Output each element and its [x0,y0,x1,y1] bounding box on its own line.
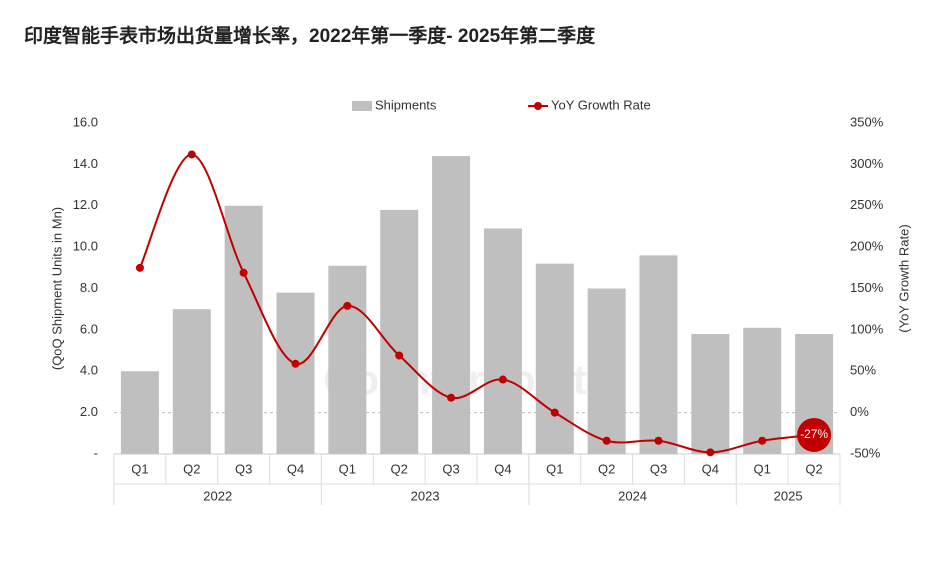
bar [172,309,211,454]
point [602,436,611,445]
y2-tick-label: 350% [850,114,884,129]
x-tick-label: Q1 [339,461,356,476]
x-tick-label: Q3 [650,461,667,476]
bar [535,263,574,454]
legend-swatch [352,101,372,111]
group-label: 2022 [203,488,232,503]
y-tick-label: 4.0 [80,363,98,378]
point [291,359,300,368]
bar [328,265,367,454]
x-tick-label: Q2 [391,461,408,476]
x-tick-label: Q3 [235,461,252,476]
y2-tick-label: 0% [850,404,869,419]
group-label: 2025 [774,488,803,503]
data-label: -27% [800,427,828,441]
x-tick-label: Q1 [546,461,563,476]
x-tick-label: Q1 [754,461,771,476]
point [654,436,663,445]
chart-title: 印度智能手表市场出货量增长率，2022年第一季度- 2025年第二季度 [24,24,596,47]
bar [691,334,730,454]
bar [224,205,263,454]
x-tick-label: Q4 [287,461,304,476]
point [135,263,144,272]
x-tick-label: Q2 [805,461,822,476]
legend-swatch [534,102,542,110]
x-tick-label: Q2 [598,461,615,476]
y-tick-label: 2.0 [80,404,98,419]
bar [483,228,522,454]
point [239,268,248,277]
y2-tick-label: 150% [850,280,884,295]
y-tick-label: 8.0 [80,280,98,295]
bar [276,292,315,454]
point [187,150,196,159]
y2-axis-title: (YoY Growth Rate) [896,224,911,332]
bar [587,288,626,454]
bar [380,209,419,454]
point [706,448,715,457]
y2-tick-label: 200% [850,239,884,254]
y2-tick-label: 300% [850,156,884,171]
legend-label: Shipments [375,97,437,112]
y2-tick-label: -50% [850,445,881,460]
bar [432,156,471,454]
y2-tick-label: 50% [850,363,876,378]
point [343,301,352,310]
point [550,408,559,417]
y2-tick-label: 100% [850,321,884,336]
y2-tick-label: 250% [850,197,884,212]
legend-label: YoY Growth Rate [551,97,651,112]
group-label: 2024 [618,488,647,503]
point [395,351,404,360]
point [758,436,767,445]
y-axis-title: (QoQ Shipment Units in Mn) [49,207,64,370]
y-tick-label: 10.0 [73,239,98,254]
x-tick-label: Q2 [183,461,200,476]
y-tick-label: 6.0 [80,321,98,336]
x-tick-label: Q4 [702,461,719,476]
bar [120,371,159,454]
y-tick-label: 16.0 [73,114,98,129]
point [498,375,507,384]
point [447,393,456,402]
y-tick-label: - [94,445,98,460]
bar [743,327,782,454]
y-tick-label: 14.0 [73,156,98,171]
y-tick-label: 12.0 [73,197,98,212]
bar [639,255,678,454]
x-tick-label: Q4 [494,461,511,476]
data-label-badge [797,417,832,452]
x-tick-label: Q1 [131,461,148,476]
group-label: 2023 [411,488,440,503]
x-tick-label: Q3 [442,461,459,476]
